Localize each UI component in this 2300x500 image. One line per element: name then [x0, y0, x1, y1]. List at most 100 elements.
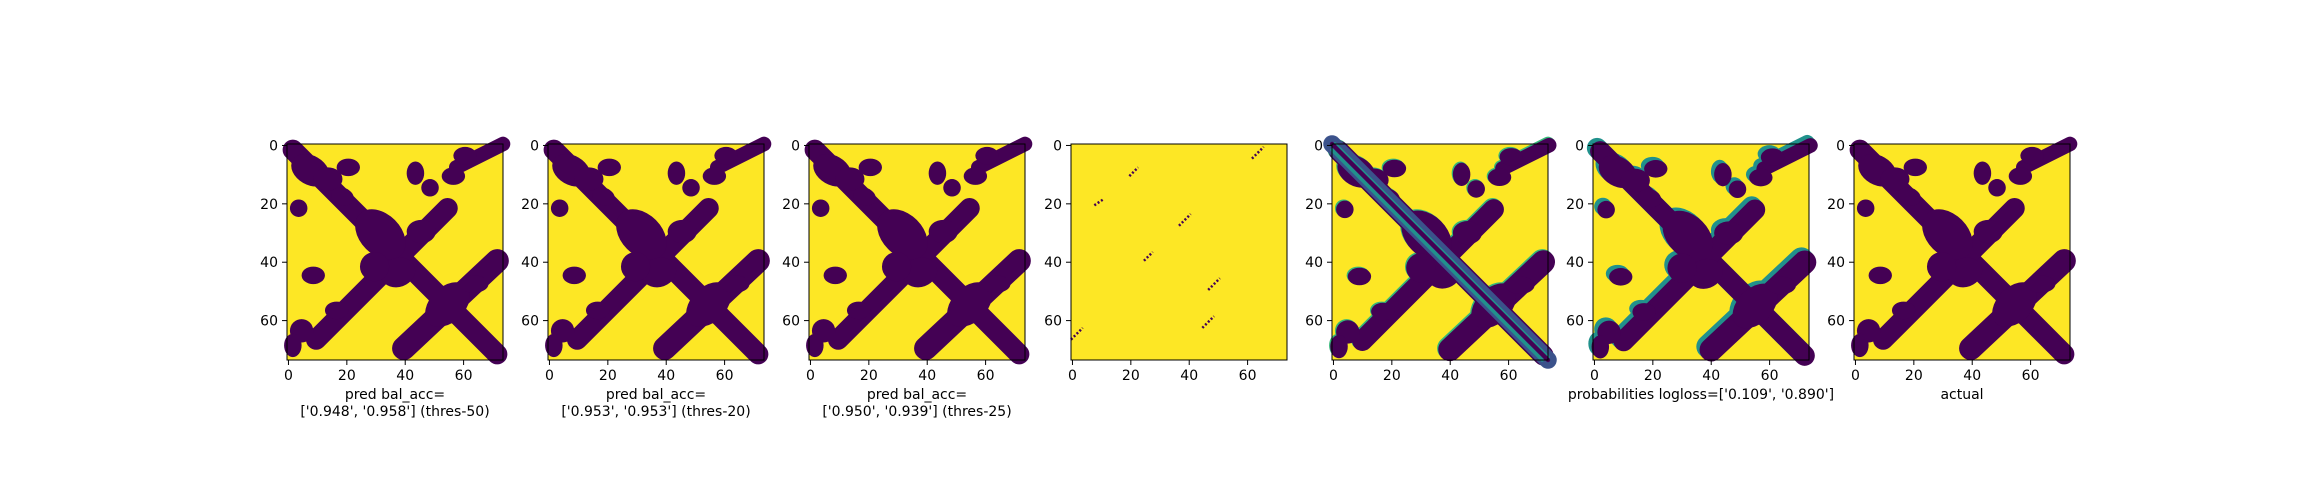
heatmap-background [1071, 144, 1287, 360]
x-tick: 20 [1383, 360, 1401, 384]
x-tick-label: 0 [806, 368, 815, 384]
x-tick: 40 [1963, 360, 1981, 384]
x-axis-label: pred bal_acc= [606, 387, 706, 403]
x-tick: 20 [1644, 360, 1662, 384]
heatmap-frame [547, 143, 765, 361]
x-tick-label: 40 [1702, 368, 1720, 384]
y-tick: 60 [1566, 314, 1593, 330]
x-tick: 40 [1441, 360, 1459, 384]
x-tick-label: 40 [1963, 368, 1981, 384]
x-tick: 0 [1590, 360, 1599, 384]
y-tick-label: 20 [1566, 197, 1584, 213]
x-tick: 20 [1905, 360, 1923, 384]
y-tick-label: 60 [782, 314, 800, 330]
x-tick-label: 40 [1441, 368, 1459, 384]
x-tick-label: 60 [1500, 368, 1518, 384]
heatmap-frame [808, 143, 1026, 361]
y-tick-label: 20 [1044, 197, 1062, 213]
panel-7: 0 0 20 20 40 40 60 60 actual [1827, 136, 2078, 403]
y-tick-label: 0 [791, 138, 800, 154]
y-tick-label: 0 [1575, 138, 1584, 154]
x-tick-label: 20 [338, 368, 356, 384]
heatmap-2 [543, 136, 772, 365]
x-tick: 0 [1329, 360, 1338, 384]
x-tick-label: 20 [1383, 368, 1401, 384]
x-tick: 0 [1068, 360, 1077, 384]
x-tick: 20 [599, 360, 617, 384]
panel-3: 0 0 20 20 40 40 60 60 pred bal_acc=['0.950', '0.… [782, 136, 1033, 420]
heatmap-frame [286, 143, 504, 361]
x-axis-label: pred bal_acc= [867, 387, 967, 403]
x-tick-label: 40 [396, 368, 414, 384]
heatmap-7 [1849, 136, 2078, 365]
x-tick-label: 40 [1180, 368, 1198, 384]
y-tick-label: 0 [530, 138, 539, 154]
x-tick-label: 40 [657, 368, 675, 384]
x-tick: 60 [977, 360, 995, 384]
x-tick: 60 [455, 360, 473, 384]
y-tick: 20 [1305, 197, 1332, 213]
y-tick: 40 [1827, 255, 1854, 271]
y-tick-label: 60 [1566, 314, 1584, 330]
x-axis-label: ['0.948', '0.958'] (thres-50) [300, 404, 489, 420]
y-tick: 0 [1053, 138, 1071, 154]
y-tick-label: 0 [269, 138, 278, 154]
x-tick: 40 [918, 360, 936, 384]
x-tick-label: 60 [455, 368, 473, 384]
panel-6: 0 0 20 20 40 40 60 60 probabilities logloss=['0.… [1566, 134, 1834, 403]
y-tick: 60 [521, 314, 548, 330]
x-tick-label: 0 [1590, 368, 1599, 384]
y-tick-label: 0 [1314, 138, 1323, 154]
x-axis-label: probabilities logloss=['0.109', '0.890'] [1568, 387, 1834, 403]
x-tick-label: 20 [1905, 368, 1923, 384]
y-tick-label: 60 [1044, 314, 1062, 330]
y-tick: 0 [269, 138, 287, 154]
y-tick: 0 [1314, 138, 1332, 154]
x-tick: 60 [1761, 360, 1779, 384]
y-tick: 20 [1827, 197, 1854, 213]
x-axis-label: pred bal_acc= [345, 387, 445, 403]
x-tick-label: 20 [1644, 368, 1662, 384]
y-tick: 20 [260, 197, 287, 213]
heatmap-5 [1323, 135, 1557, 369]
x-axis-label: ['0.953', '0.953'] (thres-20) [561, 404, 750, 420]
x-tick-label: 60 [1239, 368, 1257, 384]
y-tick-label: 60 [1827, 314, 1845, 330]
y-tick: 60 [1044, 314, 1071, 330]
x-tick: 0 [806, 360, 815, 384]
x-tick-label: 0 [545, 368, 554, 384]
heatmap-4 [1070, 143, 1288, 361]
x-tick: 20 [860, 360, 878, 384]
sparse-segment [1251, 146, 1265, 160]
x-tick-label: 20 [1122, 368, 1140, 384]
heatmap-frame [1592, 143, 1810, 361]
panel-2: 0 0 20 20 40 40 60 60 pred bal_acc=['0.953', '0.… [521, 136, 772, 420]
x-tick-label: 60 [1761, 368, 1779, 384]
y-tick: 40 [260, 255, 287, 271]
x-tick: 40 [1702, 360, 1720, 384]
y-tick: 0 [530, 138, 548, 154]
y-tick: 20 [521, 197, 548, 213]
x-tick-label: 0 [1329, 368, 1338, 384]
y-tick-label: 20 [1305, 197, 1323, 213]
x-tick: 60 [1239, 360, 1257, 384]
x-tick-label: 40 [918, 368, 936, 384]
y-tick: 20 [782, 197, 809, 213]
x-tick-label: 60 [977, 368, 995, 384]
x-tick: 60 [1500, 360, 1518, 384]
y-tick-label: 40 [1044, 255, 1062, 271]
sparse-segment [1093, 198, 1104, 207]
y-tick-label: 40 [782, 255, 800, 271]
heatmap-6 [1586, 134, 1818, 366]
y-tick: 40 [1305, 255, 1332, 271]
y-tick-label: 60 [1305, 314, 1323, 330]
x-tick-label: 0 [1068, 368, 1077, 384]
y-tick: 40 [1044, 255, 1071, 271]
y-tick-label: 20 [1827, 197, 1845, 213]
heatmap-3 [804, 136, 1033, 365]
y-tick-label: 20 [260, 197, 278, 213]
x-tick: 20 [1122, 360, 1140, 384]
x-tick: 40 [1180, 360, 1198, 384]
